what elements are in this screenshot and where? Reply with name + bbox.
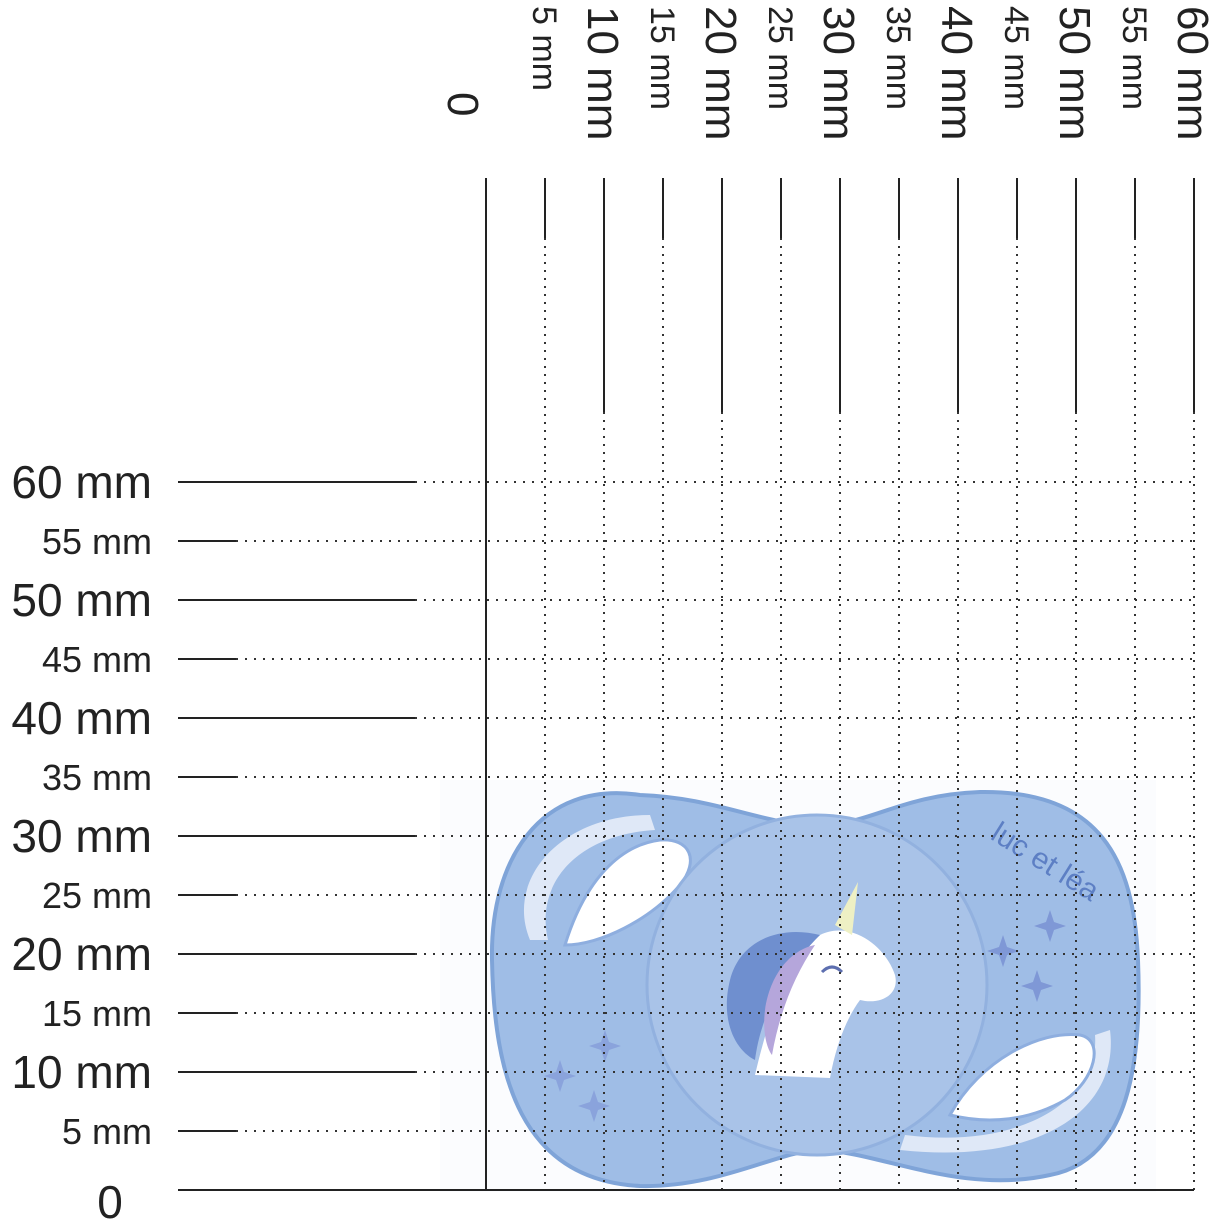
shield-highlight-left [523, 815, 655, 940]
y-tick-label: 25 mm [42, 875, 152, 916]
sparkle-icon [1021, 970, 1053, 1002]
y-tick-label: 30 mm [11, 810, 152, 862]
vent-hole-right [947, 1032, 1096, 1122]
y-tick-label: 40 mm [11, 692, 152, 744]
y-tick-label: 10 mm [11, 1046, 152, 1098]
y-tick-label: 15 mm [42, 993, 152, 1034]
x-tick-label: 15 mm [643, 6, 681, 110]
y-tick-label: 50 mm [11, 574, 152, 626]
vent-hole-left [562, 838, 692, 947]
x-tick-label: 60 mm [1168, 6, 1217, 140]
y-tick-label: 5 mm [62, 1111, 152, 1152]
x-tick-label: 50 mm [1050, 6, 1099, 140]
x-origin-label: 0 [438, 92, 487, 116]
y-tick-label: 55 mm [42, 521, 152, 562]
sparkle-icon [987, 935, 1019, 967]
y-origin-label: 0 [97, 1176, 123, 1223]
pacifier-illustration: luc et léa [440, 780, 1156, 1192]
y-axis-labels: 5 mm 10 mm 15 mm 20 mm 25 mm 30 mm 35 mm 40 mm 4… [11, 456, 152, 1152]
x-tick-label: 20 mm [696, 6, 745, 140]
sparkle-icon [578, 1090, 610, 1122]
y-tick-label: 60 mm [11, 456, 152, 508]
sparkle-icon [544, 1060, 576, 1092]
x-tick-label: 35 mm [879, 6, 917, 110]
x-tick-label: 45 mm [997, 6, 1035, 110]
x-axis-labels: 5 mm 10 mm 15 mm 20 mm 25 mm 30 mm 35 mm 40 mm 4… [525, 6, 1217, 140]
shield-highlight-right [900, 1030, 1111, 1153]
x-tick-label: 5 mm [525, 6, 563, 91]
y-tick-label: 45 mm [42, 639, 152, 680]
measurement-grid [178, 178, 1196, 1190]
x-tick-label: 25 mm [761, 6, 799, 110]
unicorn-head-icon [726, 882, 896, 1078]
x-tick-label: 30 mm [814, 6, 863, 140]
x-tick-label: 55 mm [1115, 6, 1153, 110]
x-tick-label: 40 mm [932, 6, 981, 140]
x-tick-label: 10 mm [578, 6, 627, 140]
y-tick-label: 20 mm [11, 928, 152, 980]
y-tick-label: 35 mm [42, 757, 152, 798]
measurement-axes [178, 178, 1194, 1191]
sparkle-icon [1034, 910, 1066, 942]
